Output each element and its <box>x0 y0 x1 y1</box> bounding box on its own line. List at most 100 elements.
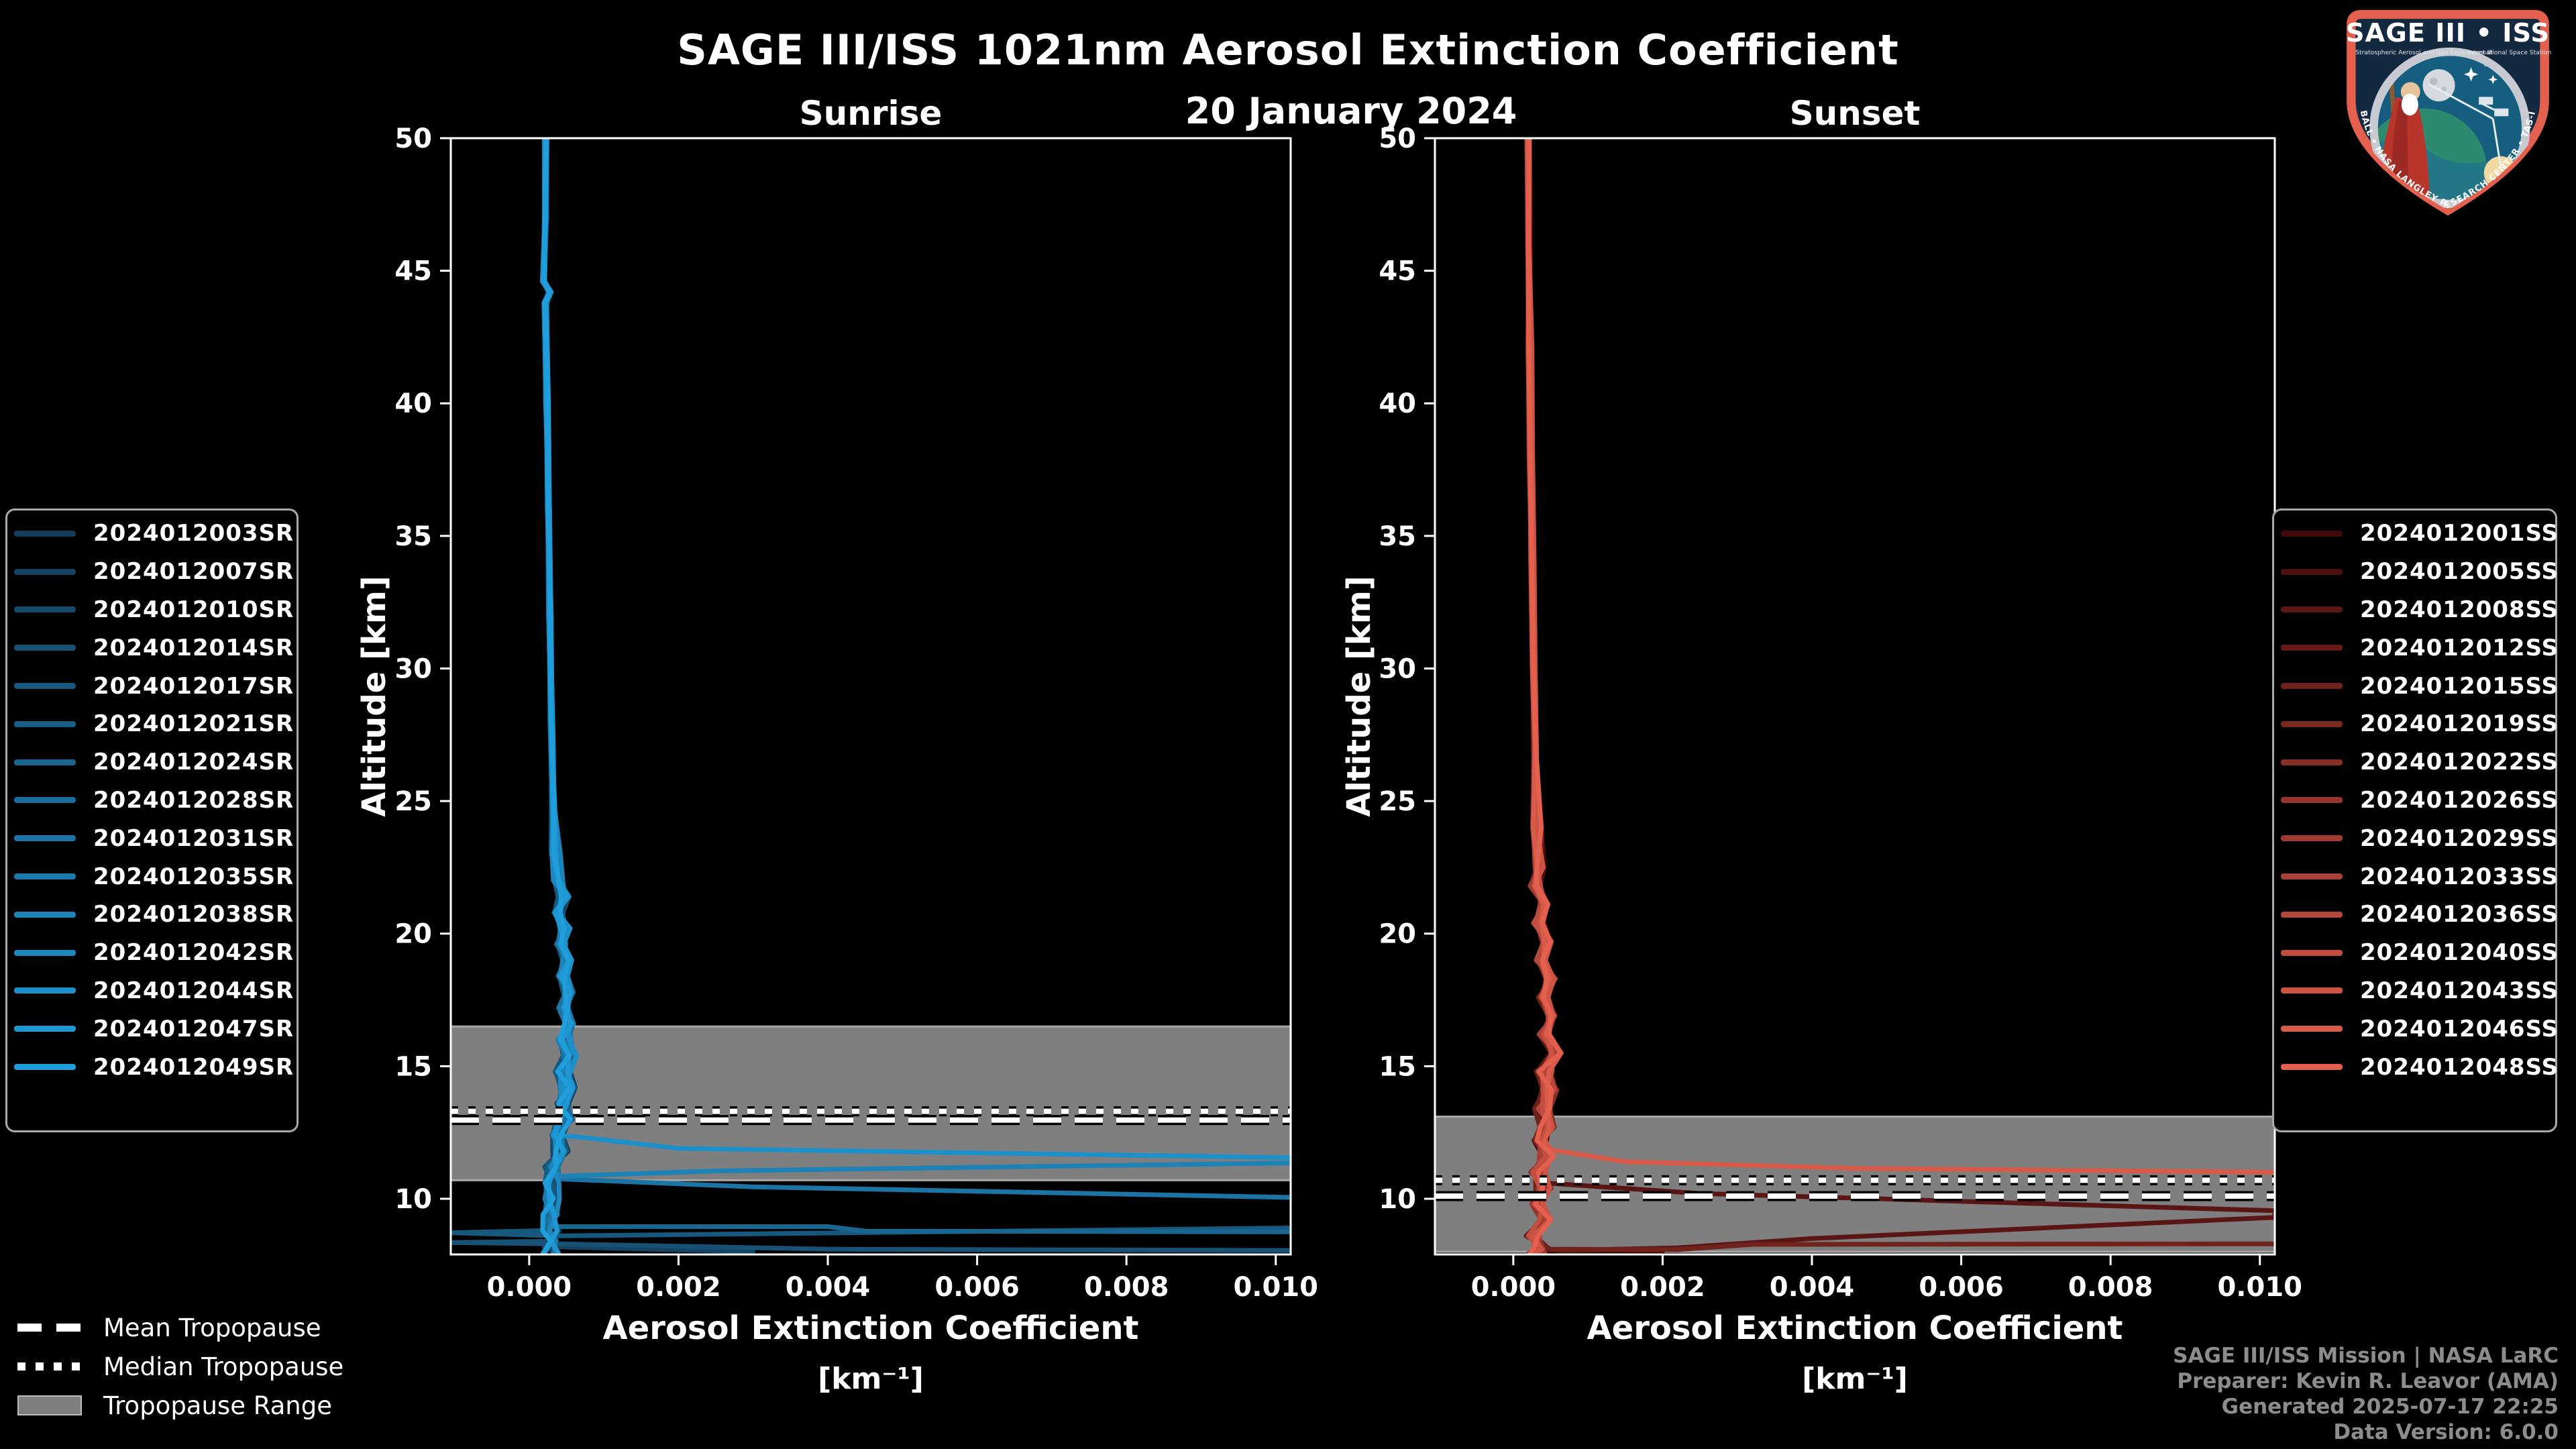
legend-label: 2024012036SS <box>2360 901 2559 928</box>
legend-label: 2024012012SS <box>2360 634 2559 661</box>
plot-border <box>449 137 1292 1256</box>
legend-item: 2024012010SR <box>14 591 297 629</box>
legend-item: 2024012019SS <box>2281 705 2558 743</box>
profile-line-2024012008SS <box>1525 138 2275 1253</box>
legend-item: 2024012043SS <box>2281 972 2558 1010</box>
dotted-line-swatch <box>17 1362 82 1371</box>
profile-line-2024012015SS <box>1523 138 2275 1252</box>
legend-label: 2024012017SR <box>93 672 294 700</box>
legend-label: 2024012029SS <box>2360 824 2559 852</box>
legend-item: 2024012015SS <box>2281 667 2558 705</box>
iss-satellite <box>2428 83 2509 167</box>
x-axis-label-sunset: Aerosol Extinction Coefficient <box>1587 1309 2123 1347</box>
legend-label: 2024012028SR <box>93 786 294 814</box>
legend-label: 2024012040SS <box>2360 939 2559 967</box>
legend-item: 2024012003SR <box>14 515 297 553</box>
legend-item: 2024012017SR <box>14 667 297 705</box>
legend-item: 2024012022SS <box>2281 743 2558 782</box>
patch-ring <box>2369 47 2530 209</box>
y-tick-label: 15 <box>1379 1051 1416 1082</box>
x-tick-label: 0.000 <box>487 1272 572 1303</box>
legend-swatch <box>2281 911 2343 918</box>
legend-label: 2024012046SS <box>2360 1015 2559 1042</box>
profile-line-2024012048SS <box>1525 138 1563 1254</box>
legend-label: 2024012042SR <box>93 939 294 967</box>
y-tick-label: 20 <box>1379 919 1416 950</box>
x-axis-label-sunrise: Aerosol Extinction Coefficient <box>602 1309 1139 1347</box>
legend-label: 2024012005SS <box>2360 558 2559 586</box>
legend-swatch <box>2281 759 2343 765</box>
legend-swatch <box>2281 568 2343 575</box>
legend-label: 2024012010SR <box>93 596 294 623</box>
legend-item: 2024012038SR <box>14 896 297 934</box>
legend-swatch <box>14 683 76 690</box>
y-tick-label: 35 <box>1379 521 1416 552</box>
x-tick-label: 0.002 <box>1620 1272 1705 1303</box>
legend-sunrise-events: 2024012003SR 2024012007SR 2024012010SR 2024… <box>5 508 299 1132</box>
y-tick-label: 15 <box>394 1051 432 1082</box>
legend-label: 2024012022SS <box>2360 749 2559 776</box>
patch-title: SAGE III • ISS <box>2346 18 2550 48</box>
legend-label: 2024012021SR <box>93 710 294 738</box>
x-tick-label: 0.008 <box>1084 1272 1169 1303</box>
legend-swatch <box>14 568 76 575</box>
legend-item: 2024012046SS <box>2281 1010 2558 1048</box>
legend-item: 2024012029SS <box>2281 819 2558 857</box>
x-tick-label: 0.008 <box>2068 1272 2153 1303</box>
range-box-swatch <box>17 1395 82 1415</box>
legend-swatch <box>2281 720 2343 727</box>
credits-block: SAGE III/ISS Mission | NASA LaRC Prepare… <box>2173 1343 2559 1445</box>
credit-preparer: Preparer: Kevin R. Leavor (AMA) <box>2177 1369 2559 1393</box>
legend-label: 2024012043SS <box>2360 977 2559 1004</box>
sage-iii-iss-mission-patch: SAGE III • ISS Stratospheric Aerosol and… <box>2332 5 2551 216</box>
legend-swatch <box>14 911 76 918</box>
legend-item-median-tropopause: Median Tropopause <box>17 1347 343 1386</box>
dashed-line-swatch <box>17 1324 82 1332</box>
legend-swatch <box>2281 606 2343 613</box>
date-subtitle: 20 January 2024 <box>1185 90 1517 132</box>
legend-swatch <box>2281 987 2343 994</box>
legend-item: 2024012024SR <box>14 743 297 782</box>
credit-data-version: Data Version: 6.0.0 <box>2333 1420 2559 1444</box>
profiles-group <box>1523 138 2275 1254</box>
panel-title-sunrise: Sunrise <box>799 94 943 133</box>
legend-swatch <box>2281 530 2343 537</box>
legend-label: 2024012024SR <box>93 749 294 776</box>
legend-swatch <box>2281 683 2343 690</box>
legend-item: 2024012008SS <box>2281 591 2558 629</box>
legend-swatch <box>2281 949 2343 956</box>
legend-item: 2024012026SS <box>2281 782 2558 820</box>
legend-swatch <box>2281 1064 2343 1071</box>
legend-swatch <box>14 530 76 537</box>
y-tick-label: 30 <box>394 653 432 684</box>
y-tick-label: 45 <box>1379 256 1416 287</box>
legend-item: 2024012033SS <box>2281 857 2558 896</box>
legend-item: 2024012042SR <box>14 934 297 972</box>
legend-item-mean-tropopause: Mean Tropopause <box>17 1308 343 1347</box>
x-tick-label: 0.000 <box>1471 1272 1556 1303</box>
legend-label: 2024012049SR <box>93 1053 294 1081</box>
x-tick-label: 0.004 <box>1770 1272 1855 1303</box>
legend-label: 2024012003SR <box>93 520 294 547</box>
legend-label: 2024012014SR <box>93 634 294 661</box>
legend-swatch <box>2281 835 2343 842</box>
y-tick-label: 20 <box>394 919 432 950</box>
legend-swatch <box>2281 645 2343 651</box>
legend-label: 2024012019SS <box>2360 710 2559 738</box>
legend-item: 2024012005SS <box>2281 553 2558 591</box>
legend-label: 2024012031SR <box>93 824 294 852</box>
tropopause-legend: Mean Tropopause Median Tropopause Tropop… <box>17 1308 343 1425</box>
y-tick-label: 50 <box>394 123 432 154</box>
legend-swatch <box>14 873 76 880</box>
legend-swatch <box>14 606 76 613</box>
x-tick-label: 0.010 <box>1233 1272 1318 1303</box>
patch-subtitle-right: International Space Station <box>2468 50 2551 56</box>
legend-swatch <box>14 835 76 842</box>
legend-label: Median Tropopause <box>103 1352 344 1381</box>
y-tick-label: 25 <box>1379 786 1416 817</box>
legend-swatch <box>14 797 76 804</box>
y-tick-label: 40 <box>394 388 432 419</box>
profile-line-2024012046SS <box>1526 138 2275 1175</box>
